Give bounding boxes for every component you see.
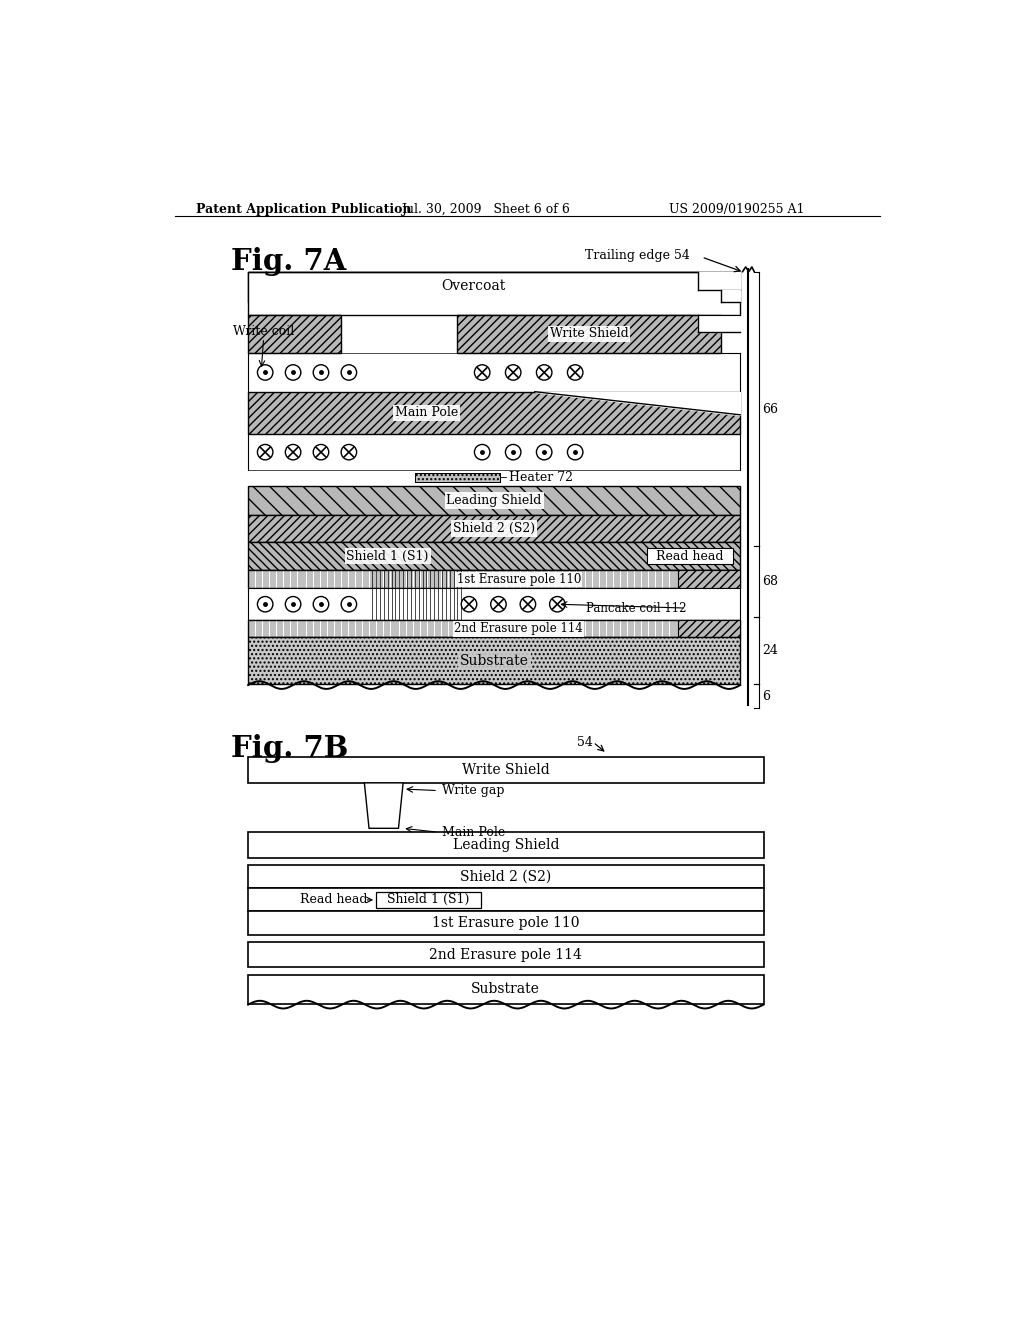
Circle shape <box>461 597 477 612</box>
Bar <box>376 892 480 908</box>
Bar <box>415 473 500 482</box>
Circle shape <box>341 597 356 612</box>
Bar <box>248 314 341 354</box>
Text: Shield 1 (S1): Shield 1 (S1) <box>346 549 429 562</box>
Circle shape <box>550 597 565 612</box>
Text: 66: 66 <box>762 403 778 416</box>
Circle shape <box>257 445 273 459</box>
Bar <box>248 272 740 314</box>
Text: 68: 68 <box>762 574 778 587</box>
Circle shape <box>313 597 329 612</box>
Text: Leading Shield: Leading Shield <box>446 494 542 507</box>
Circle shape <box>474 445 489 459</box>
Text: US 2009/0190255 A1: US 2009/0190255 A1 <box>669 203 805 216</box>
Polygon shape <box>697 272 740 290</box>
Polygon shape <box>365 783 403 829</box>
Text: Patent Application Publication: Patent Application Publication <box>197 203 412 216</box>
Bar <box>678 570 740 589</box>
Text: 1st Erasure pole 110: 1st Erasure pole 110 <box>432 916 580 931</box>
Text: Fig. 7B: Fig. 7B <box>231 734 348 763</box>
Bar <box>248 570 740 589</box>
Text: 1st Erasure pole 110: 1st Erasure pole 110 <box>457 573 581 586</box>
Bar <box>248 589 740 620</box>
Bar <box>248 888 764 911</box>
Text: 54: 54 <box>578 737 593 748</box>
Circle shape <box>567 445 583 459</box>
Bar <box>248 911 764 935</box>
Text: 2nd Erasure pole 114: 2nd Erasure pole 114 <box>429 948 583 961</box>
Circle shape <box>520 597 536 612</box>
Circle shape <box>286 597 301 612</box>
Bar <box>248 866 764 888</box>
Circle shape <box>490 597 506 612</box>
Circle shape <box>537 445 552 459</box>
Bar <box>248 758 764 783</box>
Bar <box>248 486 740 515</box>
Bar <box>248 515 740 543</box>
Text: 6: 6 <box>762 690 770 702</box>
Circle shape <box>257 597 273 612</box>
Text: Pancake coil 112: Pancake coil 112 <box>586 602 686 615</box>
Text: Leading Shield: Leading Shield <box>453 838 559 851</box>
Bar <box>248 543 740 570</box>
Text: Substrate: Substrate <box>471 982 541 997</box>
Circle shape <box>286 445 301 459</box>
Bar <box>248 620 740 638</box>
Polygon shape <box>697 314 740 331</box>
Circle shape <box>506 364 521 380</box>
Circle shape <box>567 364 583 380</box>
Text: Fig. 7A: Fig. 7A <box>231 247 346 276</box>
Text: Main Pole: Main Pole <box>442 825 505 838</box>
Circle shape <box>474 364 489 380</box>
Text: 24: 24 <box>762 644 778 657</box>
Circle shape <box>313 445 329 459</box>
Text: Main Pole: Main Pole <box>394 407 458 420</box>
Text: Write gap: Write gap <box>442 784 505 797</box>
Bar <box>248 942 764 966</box>
Bar <box>678 620 740 638</box>
Bar <box>248 272 697 302</box>
Text: Write coil: Write coil <box>232 325 294 338</box>
Text: 2nd Erasure pole 114: 2nd Erasure pole 114 <box>455 622 584 635</box>
Bar <box>248 392 740 434</box>
Bar <box>248 974 764 1003</box>
Circle shape <box>506 445 521 459</box>
Text: Read head: Read head <box>656 549 724 562</box>
Circle shape <box>341 445 356 459</box>
Text: Overcoat: Overcoat <box>440 280 505 293</box>
Text: Jul. 30, 2009   Sheet 6 of 6: Jul. 30, 2009 Sheet 6 of 6 <box>400 203 569 216</box>
Text: Read head: Read head <box>300 894 368 907</box>
Circle shape <box>286 364 301 380</box>
Text: Shield 2 (S2): Shield 2 (S2) <box>460 870 552 884</box>
Text: Substrate: Substrate <box>460 653 528 668</box>
Text: Heater 72: Heater 72 <box>509 471 573 483</box>
Bar <box>458 314 721 354</box>
Bar <box>647 548 732 564</box>
Circle shape <box>257 364 273 380</box>
Polygon shape <box>535 392 740 414</box>
Text: Shield 1 (S1): Shield 1 (S1) <box>387 894 469 907</box>
Bar <box>248 832 764 858</box>
Text: Write Shield: Write Shield <box>550 327 629 341</box>
Circle shape <box>341 364 356 380</box>
Text: Shield 2 (S2): Shield 2 (S2) <box>454 521 536 535</box>
Circle shape <box>537 364 552 380</box>
Polygon shape <box>721 290 740 302</box>
Circle shape <box>313 364 329 380</box>
Text: Write Shield: Write Shield <box>462 763 550 777</box>
Bar <box>248 638 740 684</box>
Text: Trailing edge 54: Trailing edge 54 <box>586 249 690 263</box>
